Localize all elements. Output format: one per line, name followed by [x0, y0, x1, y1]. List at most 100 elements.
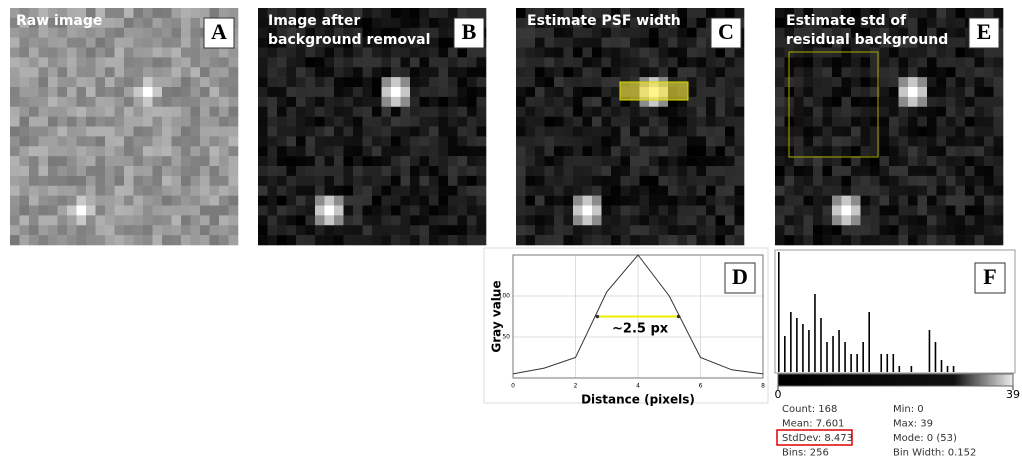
pixel	[153, 156, 163, 166]
pixel	[96, 156, 106, 166]
pixel	[458, 97, 468, 107]
pixel	[630, 146, 640, 156]
pixel	[630, 156, 640, 166]
pixel	[668, 235, 678, 245]
pixel	[535, 87, 545, 97]
pixel	[20, 48, 30, 58]
pixel	[697, 127, 707, 137]
pixel	[668, 127, 678, 137]
pixel	[162, 107, 172, 117]
pixel	[86, 176, 96, 186]
pixel	[181, 225, 191, 235]
pixel	[535, 156, 545, 166]
pixel	[448, 215, 458, 225]
pixel	[143, 166, 153, 176]
pixel	[258, 87, 268, 97]
pixel	[937, 117, 947, 127]
pixel	[277, 127, 287, 137]
pixel	[191, 87, 201, 97]
pixel	[325, 176, 335, 186]
bar	[886, 354, 888, 372]
pixel	[162, 48, 172, 58]
pixel	[842, 225, 852, 235]
pixel	[659, 215, 669, 225]
pixel	[535, 136, 545, 146]
pixel	[640, 166, 650, 176]
pixel	[410, 136, 420, 146]
pixel	[296, 166, 306, 176]
pixel	[592, 215, 602, 225]
pixel	[794, 77, 804, 87]
pixel	[775, 206, 785, 216]
pixel	[115, 215, 125, 225]
pixel	[583, 186, 593, 196]
pixel	[315, 176, 325, 186]
pixel	[382, 176, 392, 186]
pixel	[918, 215, 928, 225]
pixel	[564, 186, 574, 196]
x-axis-label: Distance (pixels)	[581, 393, 695, 407]
pixel	[832, 186, 842, 196]
pixel	[439, 107, 449, 117]
pixel	[296, 196, 306, 206]
pixel	[899, 235, 909, 245]
pixel	[382, 107, 392, 117]
pixel	[573, 186, 583, 196]
pixel	[20, 235, 30, 245]
pixel	[583, 166, 593, 176]
pixel	[706, 166, 716, 176]
pixel	[804, 67, 814, 77]
pixel	[210, 235, 220, 245]
pixel	[659, 57, 669, 67]
pixel	[372, 117, 382, 127]
pixel	[296, 235, 306, 245]
pixel	[678, 117, 688, 127]
pixel	[678, 196, 688, 206]
pixel	[583, 57, 593, 67]
pixel	[583, 176, 593, 186]
pixel	[410, 186, 420, 196]
pixel	[908, 156, 918, 166]
pixel	[315, 117, 325, 127]
pixel	[687, 136, 697, 146]
pixel	[975, 206, 985, 216]
pixel	[448, 156, 458, 166]
pixel	[448, 176, 458, 186]
pixel	[573, 117, 583, 127]
pixel	[804, 146, 814, 156]
pixel	[735, 8, 745, 18]
pixel	[229, 166, 239, 176]
pixel	[775, 67, 785, 77]
pixel	[725, 186, 735, 196]
pixel	[889, 77, 899, 87]
pixel	[77, 57, 87, 67]
pixel	[640, 127, 650, 137]
pixel	[823, 97, 833, 107]
pixel	[143, 156, 153, 166]
pixel	[564, 146, 574, 156]
pixel	[391, 235, 401, 245]
pixel	[458, 48, 468, 58]
pixel	[477, 127, 487, 137]
pixel	[946, 166, 956, 176]
pixel	[649, 225, 659, 235]
pixel	[115, 146, 125, 156]
pixel	[946, 127, 956, 137]
pixel	[429, 166, 439, 176]
pixel	[813, 156, 823, 166]
pixel	[258, 235, 268, 245]
pixel	[611, 136, 621, 146]
pixel	[697, 206, 707, 216]
pixel	[10, 146, 20, 156]
pixel	[937, 235, 947, 245]
pixel	[115, 156, 125, 166]
pixel	[823, 117, 833, 127]
pixel	[401, 136, 411, 146]
bar	[802, 324, 804, 372]
pixel	[545, 215, 555, 225]
pixel	[794, 146, 804, 156]
pixel	[899, 97, 909, 107]
pixel	[143, 146, 153, 156]
pixel	[573, 107, 583, 117]
pixel	[861, 67, 871, 77]
